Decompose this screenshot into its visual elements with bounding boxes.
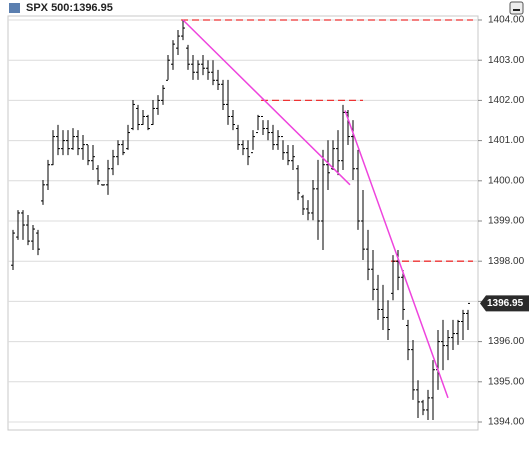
y-tick-label: 1399.00 (488, 216, 525, 227)
y-tick-label: 1396.00 (488, 336, 525, 347)
price-tag (480, 295, 529, 312)
plot-frame (7, 15, 479, 431)
chart-title: SPX 500:1396.95 (26, 2, 113, 14)
y-tick-label: 1403.00 (488, 55, 525, 66)
y-tick-label: 1395.00 (488, 376, 525, 387)
y-tick-label: 1402.00 (488, 95, 525, 106)
y-tick-label: 1404.00 (488, 15, 525, 26)
y-tick-label: 1401.00 (488, 135, 525, 146)
price-tag-label: 1396.95 (487, 298, 524, 309)
y-tick-label: 1398.00 (488, 256, 525, 267)
y-tick-label: 1400.00 (488, 175, 525, 186)
minimize-button[interactable] (509, 1, 524, 15)
trendline (182, 19, 351, 186)
y-tick-label: 1394.00 (488, 417, 525, 428)
chart-icon (9, 3, 20, 13)
trendline (344, 110, 449, 399)
